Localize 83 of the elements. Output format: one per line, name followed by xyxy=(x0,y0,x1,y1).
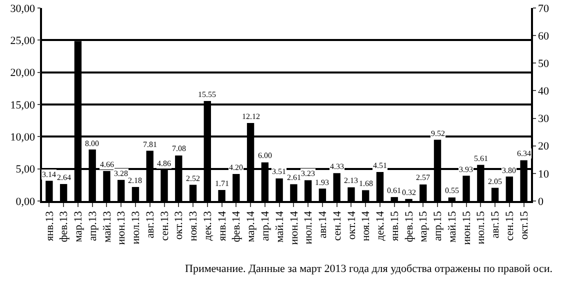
y-tick-label: 20,00 xyxy=(10,67,36,80)
data-label: 0.32 xyxy=(402,188,416,197)
x-tick-label: авг.13 xyxy=(144,210,156,238)
y2-tick-label: 70 xyxy=(538,2,550,15)
x-tick-label: сен.13 xyxy=(158,210,171,241)
y2-tick-label: 50 xyxy=(538,58,550,70)
y2-tick-label: 30 xyxy=(538,113,550,126)
data-label: 4.86 xyxy=(157,159,171,168)
data-label: 4.33 xyxy=(330,162,344,171)
data-label: 3.23 xyxy=(301,169,315,178)
y2-tick-label: 0 xyxy=(538,196,544,208)
data-label: 2.64 xyxy=(57,173,71,182)
data-label: 3.14 xyxy=(42,170,56,179)
x-tick-label: май.15 xyxy=(446,210,458,243)
x-tick-label: окт.14 xyxy=(346,210,358,240)
data-label: 8.00 xyxy=(85,139,99,148)
y-tick-label: 25,00 xyxy=(10,35,36,48)
x-tick-label: июл.14 xyxy=(302,210,315,244)
x-tick-label: ноя.13 xyxy=(188,210,200,242)
y2-tick-label: 10 xyxy=(538,168,550,180)
x-tick-label: дек.13 xyxy=(202,210,214,241)
x-tick-label: сен.14 xyxy=(331,210,344,241)
y-tick-label: 10,00 xyxy=(10,132,36,144)
data-label: 7.08 xyxy=(172,144,186,153)
data-label: 2.18 xyxy=(128,176,142,185)
x-tick-label: апр.14 xyxy=(260,210,272,242)
y-tick-label: 15,00 xyxy=(10,99,36,112)
x-tick-label: май.13 xyxy=(101,210,114,243)
text: Примечание. Данные за март 2013 года для удобства отражены по правой оси. xyxy=(185,263,553,275)
data-label: 0.61 xyxy=(387,186,401,195)
data-label: 1.93 xyxy=(315,178,329,187)
data-label: 7.81 xyxy=(143,140,157,149)
data-label: 12.12 xyxy=(242,112,260,121)
data-label: 1.71 xyxy=(215,179,229,188)
x-tick-label: фев.14 xyxy=(230,210,243,242)
x-tick-label: июн.15 xyxy=(460,210,473,245)
y-tick-label: 0,00 xyxy=(16,196,36,208)
x-tick-label: окт.15 xyxy=(518,210,530,240)
data-label: 2.61 xyxy=(287,173,301,182)
data-label: 3.93 xyxy=(459,165,473,174)
x-tick-label: июл.13 xyxy=(130,210,142,244)
y2-tick-label: 20 xyxy=(538,140,550,153)
x-tick-label: фев.15 xyxy=(403,210,416,242)
data-label: 2.57 xyxy=(416,173,430,182)
data-label: 9.52 xyxy=(431,129,445,138)
y-tick-label: 5,00 xyxy=(16,164,36,176)
data-label: 6.34 xyxy=(517,149,531,158)
x-tick-label: апр.13 xyxy=(86,210,99,242)
y2-tick-label: 40 xyxy=(538,86,550,98)
x-tick-label: янв.14 xyxy=(216,210,228,242)
data-label: 4.66 xyxy=(100,160,114,169)
x-tick-label: фев.13 xyxy=(58,210,70,242)
x-tick-label: янв.13 xyxy=(44,210,56,242)
data-label: 2.13 xyxy=(344,176,358,185)
data-label: 1.68 xyxy=(359,179,373,188)
x-tick-label: янв.15 xyxy=(388,210,401,242)
x-tick-label: сен.15 xyxy=(504,210,516,241)
x-tick-label: окт.13 xyxy=(173,210,186,240)
x-tick-label: июн.13 xyxy=(116,210,128,245)
x-tick-label: апр.15 xyxy=(432,210,444,242)
data-label: 0.55 xyxy=(445,186,459,195)
x-tick-label: авг.14 xyxy=(317,210,330,238)
data-label: 4.51 xyxy=(373,161,387,170)
y-tick-label: 30,00 xyxy=(10,2,36,15)
data-label: 15.55 xyxy=(198,90,216,99)
x-tick-label: июл.15 xyxy=(475,210,488,244)
data-label: 3.28 xyxy=(114,169,128,178)
x-tick-label: ноя.14 xyxy=(360,210,372,242)
x-tick-label: июн.14 xyxy=(288,210,300,245)
data-label: 4.20 xyxy=(229,163,243,172)
data-label: 3.80 xyxy=(502,166,516,175)
x-tick-label: мар.15 xyxy=(418,210,430,242)
data-label: 2.52 xyxy=(186,174,200,183)
x-tick-label: мар.14 xyxy=(245,210,258,242)
data-label: 6.00 xyxy=(258,151,272,160)
y2-tick-label: 60 xyxy=(538,30,550,42)
x-tick-label: май.14 xyxy=(274,210,286,243)
x-tick-label: мар.13 xyxy=(72,210,85,242)
data-label: 5.61 xyxy=(474,154,488,163)
data-label: 3.51 xyxy=(272,167,286,176)
x-tick-label: дек.14 xyxy=(374,210,387,241)
data-label: 2.05 xyxy=(488,177,502,186)
x-tick-label: авг.15 xyxy=(490,210,502,238)
